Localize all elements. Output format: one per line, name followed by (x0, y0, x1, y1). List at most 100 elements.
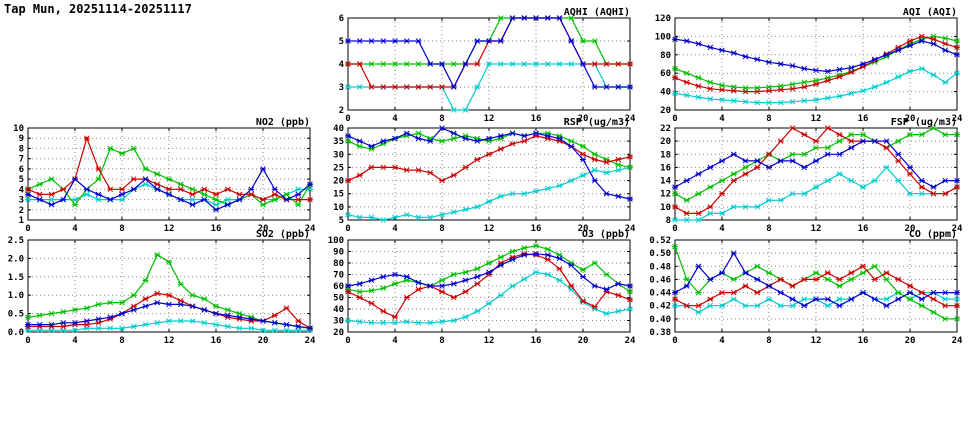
series-blue (25, 166, 313, 213)
svg-text:8: 8 (439, 224, 444, 234)
svg-text:3: 3 (19, 196, 24, 206)
svg-text:0.38: 0.38 (649, 328, 671, 338)
svg-text:0.52: 0.52 (649, 236, 671, 246)
svg-text:4: 4 (72, 336, 78, 346)
series-blue (672, 36, 960, 75)
series-cyan (25, 318, 313, 333)
svg-text:8: 8 (19, 144, 24, 154)
svg-text:8: 8 (766, 224, 771, 234)
svg-text:20: 20 (578, 336, 589, 346)
svg-text:20: 20 (578, 224, 589, 234)
chart-co: 0 4 8 12 16 20 24 0.38 0.40 0.42 0.44 0.46 0.48 0.50 0… (647, 228, 963, 350)
svg-text:2: 2 (19, 206, 24, 216)
chart-title-aqi: AQI (AQI) (903, 7, 957, 18)
svg-text:5: 5 (339, 216, 344, 226)
svg-text:12: 12 (660, 190, 671, 200)
chart-title-no2: NO2 (ppb) (256, 117, 310, 128)
chart-title-co: CO (ppm) (909, 229, 957, 240)
series-green (672, 243, 960, 322)
svg-text:20: 20 (258, 336, 269, 346)
svg-text:15: 15 (333, 190, 344, 200)
series-blue (25, 299, 313, 332)
chart-canvas-fsp: 0 4 8 12 16 20 24 8 10 12 14 16 18 20 22 FSP (ug/m3) (660, 117, 963, 234)
svg-text:6: 6 (339, 14, 344, 24)
svg-text:0: 0 (345, 336, 350, 346)
svg-text:24: 24 (952, 114, 963, 124)
series-cyan (345, 164, 633, 223)
svg-text:4: 4 (72, 224, 78, 234)
svg-text:6: 6 (19, 165, 24, 175)
svg-text:70: 70 (333, 271, 344, 281)
svg-text:0: 0 (345, 224, 350, 234)
svg-text:12: 12 (484, 114, 495, 124)
svg-text:0: 0 (345, 114, 350, 124)
svg-text:8: 8 (666, 216, 671, 226)
svg-text:8: 8 (766, 114, 771, 124)
svg-text:0.0: 0.0 (8, 328, 24, 338)
svg-text:35: 35 (333, 137, 344, 147)
svg-text:16: 16 (660, 163, 671, 173)
svg-text:24: 24 (952, 336, 963, 346)
chart-aqi: 0 4 8 12 16 20 24 20 40 60 80 100 120 AQI (AQI) (647, 6, 963, 128)
series-red (672, 33, 960, 95)
chart-title-fsp: FSP (ug/m3) (891, 117, 957, 128)
svg-text:16: 16 (531, 114, 542, 124)
svg-text:24: 24 (952, 224, 963, 234)
svg-text:1: 1 (19, 216, 24, 226)
svg-text:1.0: 1.0 (8, 291, 24, 301)
svg-text:8: 8 (119, 336, 124, 346)
svg-text:14: 14 (660, 177, 671, 187)
chart-no2: 0 4 8 12 16 20 24 1 2 3 4 5 6 7 8 9 10 NO2 (ppb) (0, 116, 316, 238)
svg-text:2.0: 2.0 (8, 254, 24, 264)
svg-text:18: 18 (660, 150, 671, 160)
svg-text:16: 16 (211, 336, 222, 346)
chart-o3: 0 4 8 12 16 20 24 20 30 40 50 60 70 80 90 100 O3 (ppb) (320, 228, 636, 350)
svg-text:60: 60 (660, 69, 671, 79)
svg-text:10: 10 (660, 203, 671, 213)
svg-text:10: 10 (13, 124, 24, 134)
svg-text:20: 20 (905, 336, 916, 346)
svg-text:5: 5 (19, 175, 24, 185)
svg-text:2: 2 (339, 106, 344, 116)
svg-text:12: 12 (164, 336, 175, 346)
svg-text:0: 0 (672, 224, 677, 234)
chart-title-so2: SO2 (ppb) (256, 229, 310, 240)
chart-title-rsp: RSP (ug/m3) (564, 117, 630, 128)
svg-text:100: 100 (655, 32, 671, 42)
svg-text:20: 20 (333, 177, 344, 187)
svg-text:12: 12 (484, 224, 495, 234)
chart-so2: 0 4 8 12 16 20 24 0.0 0.5 1.0 1.5 2.0 2.5 SO2 (ppb) (0, 228, 316, 350)
svg-text:24: 24 (305, 336, 316, 346)
svg-text:8: 8 (766, 336, 771, 346)
svg-text:20: 20 (905, 114, 916, 124)
svg-text:22: 22 (660, 124, 671, 134)
svg-text:30: 30 (333, 317, 344, 327)
chart-canvas-co: 0 4 8 12 16 20 24 0.38 0.40 0.42 0.44 0.46 0.48 0.50 0… (649, 229, 963, 346)
svg-text:25: 25 (333, 163, 344, 173)
svg-text:2.5: 2.5 (8, 236, 24, 246)
svg-text:20: 20 (578, 114, 589, 124)
svg-text:0.48: 0.48 (649, 262, 671, 272)
svg-text:40: 40 (660, 88, 671, 98)
svg-text:0: 0 (25, 336, 30, 346)
svg-text:16: 16 (531, 336, 542, 346)
svg-text:0.5: 0.5 (8, 310, 24, 320)
svg-text:5: 5 (339, 37, 344, 47)
series-red (345, 251, 633, 320)
svg-text:0: 0 (672, 114, 677, 124)
svg-text:12: 12 (811, 224, 822, 234)
svg-text:4: 4 (719, 224, 725, 234)
chart-canvas-aqi: 0 4 8 12 16 20 24 20 40 60 80 100 120 AQI (AQI) (655, 7, 963, 124)
svg-text:12: 12 (811, 336, 822, 346)
svg-text:0: 0 (25, 224, 30, 234)
series-red (672, 125, 960, 217)
series-cyan (672, 65, 960, 106)
svg-text:8: 8 (119, 224, 124, 234)
chart-rsp: 0 4 8 12 16 20 24 5 10 15 20 25 30 35 40 RSP (ug/m3) (320, 116, 636, 238)
svg-text:20: 20 (333, 328, 344, 338)
svg-text:80: 80 (660, 51, 671, 61)
svg-text:4: 4 (392, 114, 398, 124)
